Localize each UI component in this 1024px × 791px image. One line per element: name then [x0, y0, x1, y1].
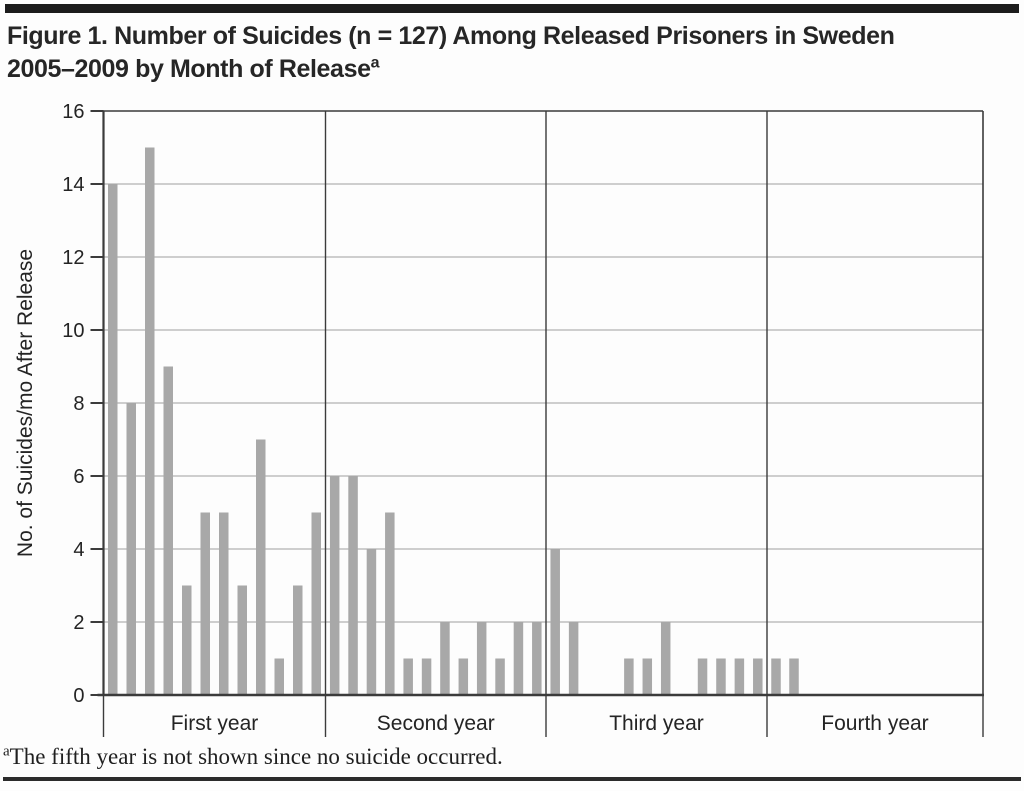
section-label: First year	[171, 712, 259, 735]
bar	[274, 658, 284, 695]
bar	[126, 403, 136, 695]
bar	[163, 366, 173, 695]
y-axis-title: No. of Suicides/mo After Release	[14, 249, 37, 557]
y-tick-label: 10	[62, 320, 84, 342]
bar	[771, 658, 781, 695]
bar	[440, 622, 450, 695]
bar	[476, 622, 487, 695]
bar	[789, 658, 799, 695]
bar	[624, 658, 634, 695]
bar	[753, 658, 763, 695]
bar	[311, 512, 321, 695]
bar	[145, 147, 155, 695]
y-tick-label: 16	[62, 101, 84, 123]
bar	[108, 184, 118, 695]
bar	[734, 658, 745, 695]
bar	[237, 585, 247, 695]
y-tick-label: 8	[73, 393, 84, 415]
bar	[329, 476, 340, 695]
bar	[660, 622, 671, 695]
bar	[532, 622, 542, 695]
bottom-rule	[3, 777, 1021, 781]
y-tick-label: 4	[73, 539, 84, 561]
bar	[293, 585, 303, 695]
y-tick-label: 0	[73, 685, 84, 707]
section-label: Third year	[609, 712, 704, 735]
y-tick-label: 2	[73, 612, 84, 634]
bar	[642, 658, 653, 695]
bar	[458, 658, 469, 695]
bar	[200, 512, 210, 695]
top-rule	[5, 4, 1019, 13]
bar	[550, 549, 560, 695]
section-label: Second year	[377, 712, 495, 735]
section-label: Fourth year	[821, 712, 928, 735]
figure-title-superscript: a	[370, 54, 380, 72]
footnote: aThe fifth year is not shown since no su…	[3, 744, 1003, 770]
bar	[348, 476, 358, 695]
footnote-text: The fifth year is not shown since no sui…	[9, 744, 503, 769]
figure-title-line2: 2005–2009 by Month of Release	[7, 55, 371, 83]
footnote-marker: a	[3, 743, 10, 760]
bar	[403, 658, 413, 695]
bar	[366, 549, 377, 695]
bar	[513, 622, 524, 695]
bar	[421, 658, 432, 695]
y-tick-label: 6	[73, 466, 84, 488]
bar	[716, 658, 726, 695]
bar	[568, 622, 579, 695]
bar	[219, 512, 229, 695]
y-tick-label: 14	[62, 174, 84, 196]
y-tick-label: 12	[62, 247, 84, 269]
figure-title-line1: Figure 1. Number of Suicides (n = 127) A…	[7, 22, 895, 50]
bar	[697, 658, 708, 695]
bar	[182, 585, 192, 695]
bar	[256, 439, 266, 695]
bar	[385, 512, 395, 695]
figure-title: Figure 1. Number of Suicides (n = 127) A…	[7, 20, 1019, 86]
bar	[495, 658, 505, 695]
